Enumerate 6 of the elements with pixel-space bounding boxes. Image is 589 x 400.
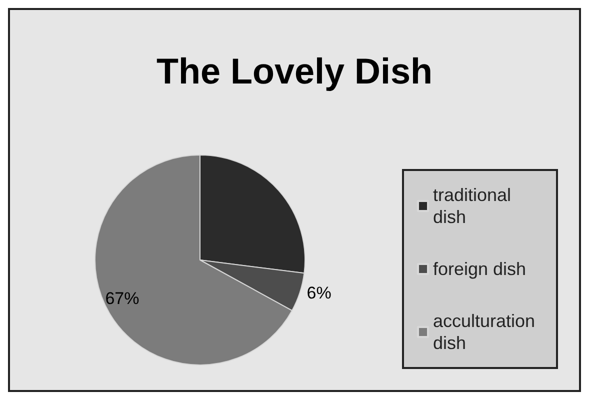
data-label: 67% [105, 288, 140, 308]
legend-label: acculturation dish [433, 311, 540, 353]
legend-label: foreign dish [433, 259, 526, 279]
chart-title: The Lovely Dish [156, 50, 433, 92]
data-label: 6% [306, 284, 332, 303]
legend-label: traditional dish [433, 185, 516, 227]
